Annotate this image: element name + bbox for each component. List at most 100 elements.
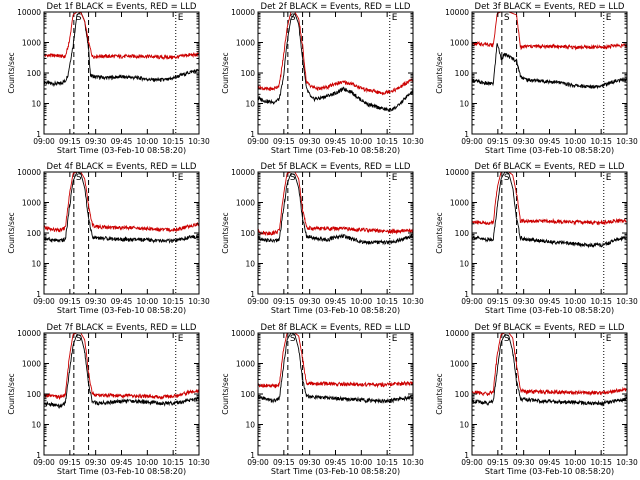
- y-axis-label: Counts/sec: [7, 52, 16, 93]
- y-axis-label: Counts/sec: [435, 373, 444, 414]
- x-tick-label: 09:15: [59, 297, 81, 306]
- series-line: [471, 171, 628, 249]
- x-axis-label: Start Time (03-Feb-10 08:58:20): [271, 306, 400, 315]
- y-tick-label: 1: [464, 290, 469, 299]
- y-tick-label: 10000: [231, 168, 255, 177]
- chart-panel: Det 8f BLACK = Events, RED = LLD Counts/s…: [221, 323, 424, 476]
- y-tick-label: 100: [241, 69, 256, 78]
- chart-panel: Det 7f BLACK = Events, RED = LLD Counts/s…: [7, 323, 210, 476]
- y-tick-label: 10: [459, 260, 469, 269]
- x-axis-label: Start Time (03-Feb-10 08:58:20): [271, 467, 400, 476]
- series-line: [471, 334, 628, 407]
- marker-label: E: [606, 334, 612, 344]
- series-line: [43, 171, 200, 244]
- y-axis-label: Counts/sec: [221, 373, 230, 414]
- y-tick-label: 10000: [17, 168, 41, 177]
- x-tick-label: 09:00: [247, 297, 269, 306]
- x-tick-label: 09:45: [539, 458, 561, 467]
- series-line: [257, 11, 414, 96]
- series-line: [257, 332, 414, 404]
- marker-label: S: [504, 13, 510, 23]
- marker-label: S: [504, 334, 510, 344]
- y-axis-label: Counts/sec: [221, 212, 230, 253]
- x-tick-label: 10:15: [590, 458, 612, 467]
- x-tick-label: 10:00: [351, 458, 373, 467]
- y-tick-label: 100: [455, 69, 470, 78]
- x-tick-label: 09:30: [299, 137, 321, 146]
- series-line: [257, 332, 414, 389]
- x-tick-label: 10:00: [137, 297, 159, 306]
- x-tick-label: 09:00: [461, 137, 483, 146]
- x-tick-label: 10:30: [402, 297, 424, 306]
- x-tick-label: 09:00: [33, 297, 55, 306]
- series-line: [257, 13, 414, 113]
- y-tick-label: 1: [464, 130, 469, 139]
- chart-title: Det 3f BLACK = Events, RED = LLD: [475, 2, 625, 12]
- x-tick-label: 10:15: [376, 458, 398, 467]
- x-tick-label: 10:00: [351, 297, 373, 306]
- x-tick-label: 10:15: [590, 137, 612, 146]
- x-axis-label: Start Time (03-Feb-10 08:58:20): [485, 146, 614, 155]
- y-axis-label: Counts/sec: [7, 212, 16, 253]
- x-tick-label: 09:15: [273, 137, 295, 146]
- x-tick-label: 09:00: [247, 458, 269, 467]
- marker-label: S: [504, 173, 510, 183]
- marker-label: E: [392, 334, 398, 344]
- x-tick-label: 10:00: [351, 137, 373, 146]
- marker-label: E: [178, 173, 184, 183]
- y-tick-label: 1000: [450, 360, 469, 369]
- y-tick-label: 10: [31, 100, 41, 109]
- x-axis-label: Start Time (03-Feb-10 08:58:20): [485, 306, 614, 315]
- chart-panel: Det 5f BLACK = Events, RED = LLD Counts/s…: [221, 162, 424, 315]
- chart-title: Det 9f BLACK = Events, RED = LLD: [475, 323, 625, 333]
- x-tick-label: 09:30: [85, 137, 107, 146]
- x-tick-label: 09:15: [59, 458, 81, 467]
- x-tick-label: 09:45: [325, 137, 347, 146]
- x-tick-label: 10:15: [376, 137, 398, 146]
- x-tick-label: 09:15: [273, 297, 295, 306]
- x-tick-label: 09:30: [513, 137, 535, 146]
- x-tick-label: 10:30: [402, 137, 424, 146]
- chart-panel: Det 1f BLACK = Events, RED = LLD Counts/s…: [7, 2, 210, 155]
- x-tick-label: 10:00: [565, 458, 587, 467]
- x-tick-label: 10:00: [565, 137, 587, 146]
- y-axis-label: Counts/sec: [221, 52, 230, 93]
- x-tick-label: 09:30: [299, 458, 321, 467]
- x-axis-label: Start Time (03-Feb-10 08:58:20): [271, 146, 400, 155]
- chart-panel: Det 6f BLACK = Events, RED = LLD Counts/s…: [435, 162, 638, 315]
- x-axis-label: Start Time (03-Feb-10 08:58:20): [57, 467, 186, 476]
- x-tick-label: 09:15: [59, 137, 81, 146]
- series-line: [471, 332, 628, 397]
- x-tick-label: 09:45: [325, 458, 347, 467]
- y-tick-label: 10: [245, 100, 255, 109]
- y-tick-label: 100: [27, 229, 42, 238]
- y-tick-label: 10: [245, 260, 255, 269]
- x-tick-label: 09:30: [85, 458, 107, 467]
- y-tick-label: 1000: [450, 39, 469, 48]
- y-tick-label: 1000: [22, 360, 41, 369]
- y-tick-label: 1000: [22, 39, 41, 48]
- x-tick-label: 10:00: [137, 458, 159, 467]
- x-tick-label: 09:15: [487, 297, 509, 306]
- y-tick-label: 1000: [236, 360, 255, 369]
- y-tick-label: 100: [27, 390, 42, 399]
- y-tick-label: 10000: [445, 168, 469, 177]
- x-tick-label: 10:00: [565, 297, 587, 306]
- x-tick-label: 09:00: [461, 297, 483, 306]
- x-tick-label: 09:15: [487, 137, 509, 146]
- chart-title: Det 5f BLACK = Events, RED = LLD: [261, 162, 411, 172]
- marker-label: E: [178, 13, 184, 23]
- x-axis-label: Start Time (03-Feb-10 08:58:20): [57, 146, 186, 155]
- x-tick-label: 09:45: [111, 297, 133, 306]
- y-tick-label: 1: [250, 290, 255, 299]
- marker-label: E: [392, 173, 398, 183]
- x-tick-label: 09:45: [325, 297, 347, 306]
- chart-title: Det 4f BLACK = Events, RED = LLD: [47, 162, 197, 172]
- y-axis-label: Counts/sec: [435, 212, 444, 253]
- y-tick-label: 1000: [22, 199, 41, 208]
- marker-label: S: [76, 13, 82, 23]
- x-tick-label: 09:00: [461, 458, 483, 467]
- x-tick-label: 10:30: [188, 297, 210, 306]
- y-tick-label: 100: [241, 229, 256, 238]
